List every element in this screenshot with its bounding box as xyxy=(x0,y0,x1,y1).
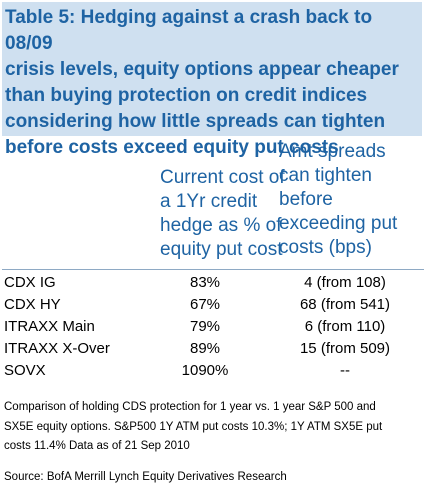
header-divider xyxy=(2,269,424,270)
row-spread: 15 (from 509) xyxy=(299,340,391,357)
row-cost: 1090% xyxy=(181,362,229,379)
row-cost: 67% xyxy=(189,296,221,313)
column-header-spread-tighten: Amt spreads can tighten before exceeding… xyxy=(279,141,398,258)
row-spread: 4 (from 108) xyxy=(304,274,386,291)
row-name: CDX IG xyxy=(4,274,56,291)
table-footnote: Comparison of holding CDS protection for… xyxy=(4,401,383,452)
data-table: Current cost of a 1Yr credit hedge as % … xyxy=(0,136,426,392)
row-name: SOVX xyxy=(4,362,46,379)
table-row: CDX HY 67% 68 (from 541) xyxy=(0,294,426,316)
row-name: ITRAXX Main xyxy=(4,318,95,335)
table-title: Table 5: Hedging against a crash back to… xyxy=(5,7,399,158)
row-cost: 79% xyxy=(189,318,221,335)
row-cost: 83% xyxy=(189,274,221,291)
row-name: ITRAXX X-Over xyxy=(4,340,110,357)
table-row: SOVX 1090% -- xyxy=(0,360,426,382)
row-name: CDX HY xyxy=(4,296,61,313)
row-spread: -- xyxy=(340,362,350,379)
table-row: ITRAXX X-Over 89% 15 (from 509) xyxy=(0,338,426,360)
row-spread: 68 (from 541) xyxy=(299,296,391,313)
column-header-current-cost: Current cost of a 1Yr credit hedge as % … xyxy=(160,167,285,260)
row-cost: 89% xyxy=(189,340,221,357)
row-spread: 6 (from 110) xyxy=(304,318,386,335)
source-note: Source: BofA Merrill Lynch Equity Deriva… xyxy=(4,471,287,483)
table-row: ITRAXX Main 79% 6 (from 110) xyxy=(0,316,426,338)
table-row: CDX IG 83% 4 (from 108) xyxy=(0,272,426,294)
table-title-banner: Table 5: Hedging against a crash back to… xyxy=(2,2,422,158)
